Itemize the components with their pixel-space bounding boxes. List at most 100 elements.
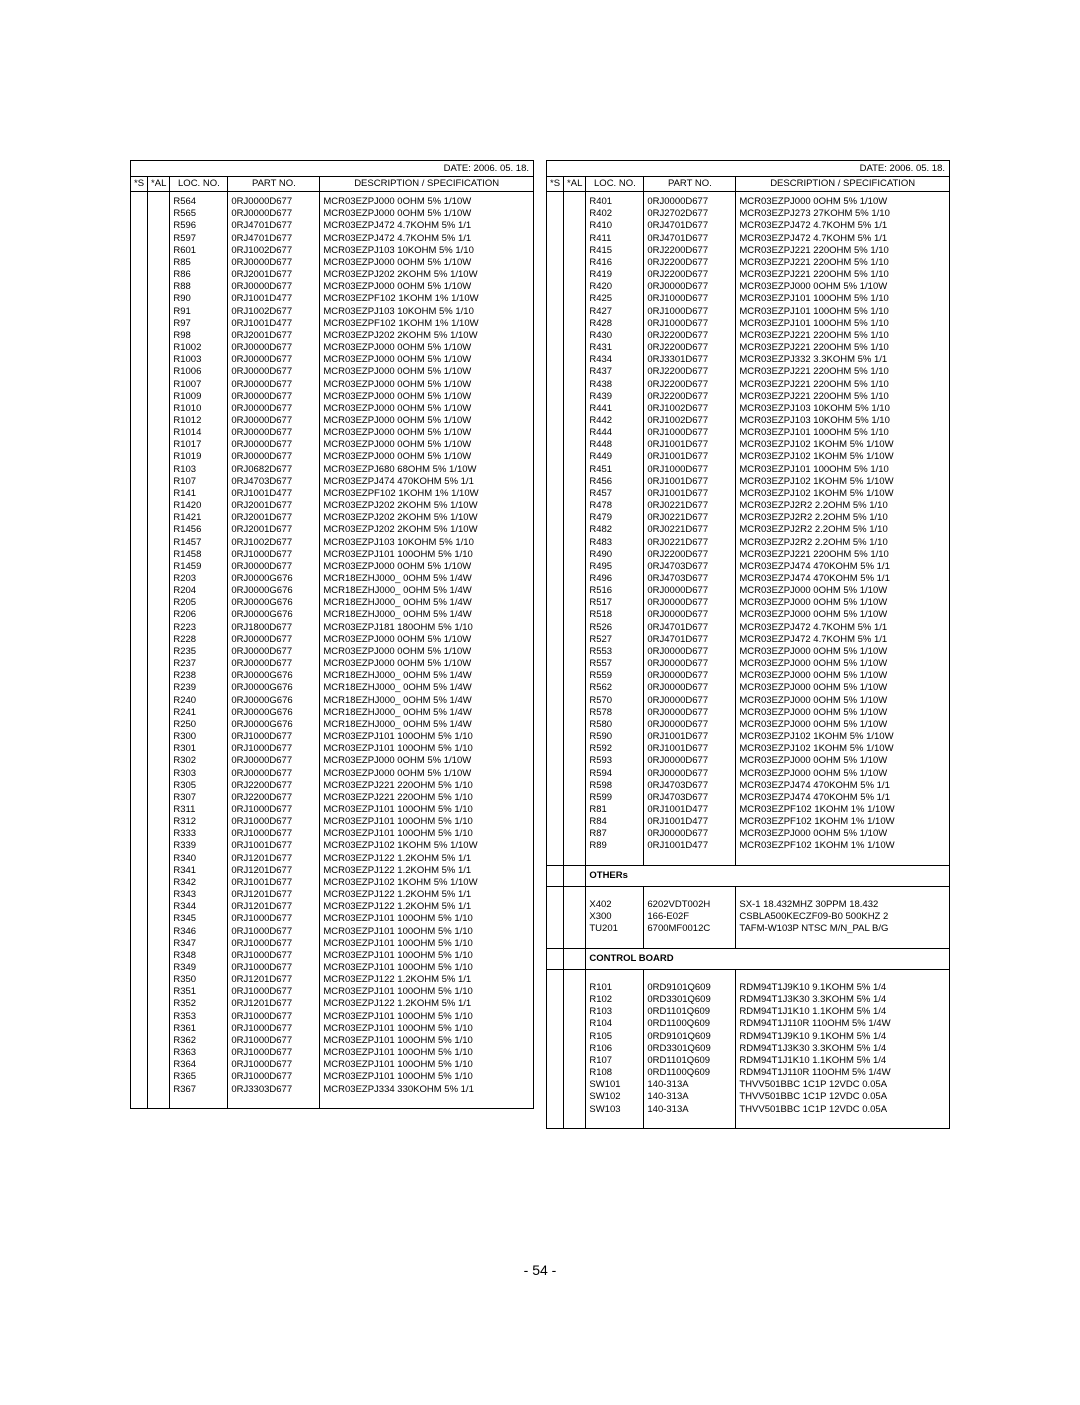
table-row: R3010RJ1000D677MCR03EZPJ101 100OHM 5% 1/…	[131, 743, 534, 755]
table-row: SW101140-313ATHVV501BBC 1C1P 12VDC 0.05A	[547, 1079, 950, 1091]
cell-al	[564, 281, 586, 293]
table-row: R10060RJ0000D677MCR03EZPJ000 0OHM 5% 1/1…	[131, 366, 534, 378]
parts-table-right: *S *AL LOC. NO. PART NO. DESCRIPTION / S…	[546, 176, 950, 1129]
cell-al	[564, 1043, 586, 1055]
cell-desc: MCR03EZPJ221 220OHM 5% 1/10	[736, 269, 950, 281]
cell-al	[148, 938, 170, 950]
cell-s	[131, 658, 148, 670]
cell-al	[564, 192, 586, 209]
cell-loc: R438	[586, 379, 644, 391]
cell-desc: MCR03EZPJ103 10KOHM 5% 1/10	[320, 537, 534, 549]
cell-s	[131, 926, 148, 938]
cell-s	[131, 512, 148, 524]
table-row: R3510RJ1000D677MCR03EZPJ101 100OHM 5% 1/…	[131, 986, 534, 998]
cell-desc: MCR03EZPJ474 470KOHM 5% 1/1	[736, 780, 950, 792]
cell-al	[148, 318, 170, 330]
cell-al	[148, 597, 170, 609]
cell-desc: MCR03EZPJ202 2KOHM 5% 1/10W	[320, 512, 534, 524]
table-row: R4310RJ2200D677MCR03EZPJ221 220OHM 5% 1/…	[547, 342, 950, 354]
cell-part: 0RJ0000D677	[644, 682, 736, 694]
cell-loc: R564	[170, 192, 228, 209]
cell-desc: MCR03EZPJ101 100OHM 5% 1/10	[320, 1047, 534, 1059]
cell-part: 0RJ0221D677	[644, 537, 736, 549]
cell-desc: MCR18EZHJ000_ 0OHM 5% 1/4W	[320, 670, 534, 682]
table-row: R3000RJ1000D677MCR03EZPJ101 100OHM 5% 1/…	[131, 731, 534, 743]
cell-al	[148, 755, 170, 767]
cell-loc: R430	[586, 330, 644, 342]
cell-al	[148, 488, 170, 500]
cell-part: 0RJ1201D677	[228, 853, 320, 865]
cell-loc: R448	[586, 439, 644, 451]
cell-al	[564, 634, 586, 646]
table-row: R4010RJ0000D677MCR03EZPJ000 0OHM 5% 1/10…	[547, 192, 950, 209]
cell-part: 0RJ1002D677	[228, 537, 320, 549]
cell-s	[131, 500, 148, 512]
cell-s	[131, 391, 148, 403]
cell-al	[148, 220, 170, 232]
cell-part: 0RJ4703D677	[644, 561, 736, 573]
cell-al	[148, 192, 170, 209]
cell-part: 0RJ0000D677	[228, 561, 320, 573]
table-row: R5780RJ0000D677MCR03EZPJ000 0OHM 5% 1/10…	[547, 707, 950, 719]
cell-s	[131, 1047, 148, 1059]
cell-loc: R347	[170, 938, 228, 950]
cell-loc: R527	[586, 634, 644, 646]
cell-part: 0RJ2200D677	[228, 792, 320, 804]
table-row: R5700RJ0000D677MCR03EZPJ000 0OHM 5% 1/10…	[547, 695, 950, 707]
cell-part: 0RD1100Q609	[644, 1018, 736, 1030]
cell-desc: MCR03EZPJ000 0OHM 5% 1/10W	[320, 379, 534, 391]
cell-part: 0RJ2200D677	[644, 245, 736, 257]
cell-loc: R350	[170, 974, 228, 986]
table-row: R10190RJ0000D677MCR03EZPJ000 0OHM 5% 1/1…	[131, 451, 534, 463]
cell-part: 0RJ1002D677	[644, 403, 736, 415]
cell-part: 0RJ1000D677	[644, 464, 736, 476]
table-row: SW102140-313ATHVV501BBC 1C1P 12VDC 0.05A	[547, 1091, 950, 1103]
cell-s	[547, 451, 564, 463]
cell-part: 0RJ0000D677	[644, 755, 736, 767]
table-row: R1050RD9101Q609RDM94T1J9K10 9.1KOHM 5% 1…	[547, 1031, 950, 1043]
cell-s	[131, 1035, 148, 1047]
cell-s	[131, 853, 148, 865]
cell-loc: R425	[586, 293, 644, 305]
table-row: R3530RJ1000D677MCR03EZPJ101 100OHM 5% 1/…	[131, 1011, 534, 1023]
cell-desc: MCR03EZPJ102 1KOHM 5% 1/10W	[320, 840, 534, 852]
table-row: R3610RJ1000D677MCR03EZPJ101 100OHM 5% 1/…	[131, 1023, 534, 1035]
cell-al	[148, 585, 170, 597]
cell-desc: MCR03EZPJ000 0OHM 5% 1/10W	[320, 415, 534, 427]
cell-loc: R1002	[170, 342, 228, 354]
cell-s	[131, 877, 148, 889]
cell-desc: MCR03EZPJ000 0OHM 5% 1/10W	[320, 366, 534, 378]
cell-loc: R490	[586, 549, 644, 561]
cell-part: 0RJ2001D677	[228, 512, 320, 524]
table-row: R4150RJ2200D677MCR03EZPJ221 220OHM 5% 1/…	[547, 245, 950, 257]
cell-s	[131, 913, 148, 925]
cell-part: 0RJ2001D677	[228, 269, 320, 281]
cell-al	[564, 208, 586, 220]
cell-s	[131, 342, 148, 354]
cell-part: 0RJ0000D677	[228, 755, 320, 767]
cell-part: 0RJ1201D677	[228, 889, 320, 901]
cell-loc: TU201	[586, 923, 644, 935]
cell-al	[148, 889, 170, 901]
cell-part: 0RJ0000D677	[228, 403, 320, 415]
cell-desc: MCR03EZPJ101 100OHM 5% 1/10	[320, 743, 534, 755]
cell-al	[148, 1035, 170, 1047]
cell-part: 0RJ2200D677	[644, 379, 736, 391]
cell-desc: MCR18EZHJ000_ 0OHM 5% 1/4W	[320, 597, 534, 609]
cell-desc: MCR03EZPJ000 0OHM 5% 1/10W	[320, 403, 534, 415]
cell-desc: MCR03EZPJ474 470KOHM 5% 1/1	[736, 792, 950, 804]
cell-al	[564, 500, 586, 512]
cell-desc: MCR03EZPJ202 2KOHM 5% 1/10W	[320, 500, 534, 512]
cell-s	[131, 609, 148, 621]
table-row: R3070RJ2200D677MCR03EZPJ221 220OHM 5% 1/…	[131, 792, 534, 804]
cell-desc: MCR03EZPJ102 1KOHM 5% 1/10W	[736, 451, 950, 463]
cell-loc: R102	[586, 994, 644, 1006]
cell-s	[131, 682, 148, 694]
cell-s	[547, 658, 564, 670]
cell-s	[547, 899, 564, 911]
cell-desc: MCR03EZPF102 1KOHM 1% 1/10W	[736, 840, 950, 852]
cell-loc: R101	[586, 982, 644, 994]
cell-loc: R348	[170, 950, 228, 962]
cell-desc: MCR03EZPJ000 0OHM 5% 1/10W	[320, 192, 534, 209]
cell-al	[564, 597, 586, 609]
